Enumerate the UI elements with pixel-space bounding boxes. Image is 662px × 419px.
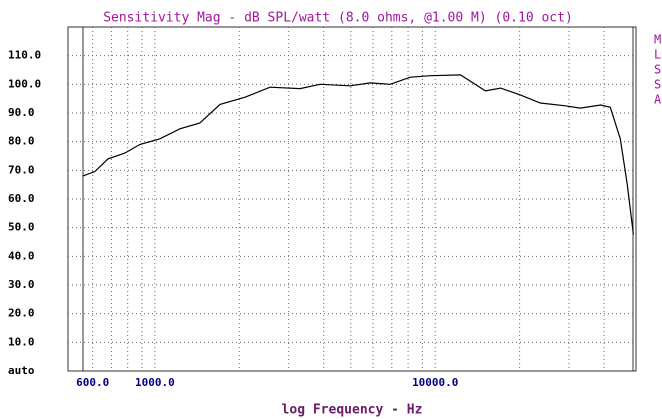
y-tick-label: 100.0 [8,77,41,90]
x-tick-label: 600.0 [76,376,109,389]
chart-title: Sensitivity Mag - dB SPL/watt (8.0 ohms,… [103,11,573,26]
y-tick-label: 60.0 [8,192,35,205]
y-tick-label: 30.0 [8,278,35,291]
y-tick-label: 40.0 [8,249,35,262]
legend-fragment: S [654,63,661,77]
x-axis-label: log Frequency - Hz [282,403,423,418]
y-tick-label: 50.0 [8,221,35,234]
y-tick-label: 70.0 [8,163,35,176]
legend-fragment: S [654,78,661,92]
y-tick-label: 110.0 [8,49,41,62]
legend-fragment: M [654,33,661,47]
x-tick-label: 1000.0 [135,376,175,389]
y-tick-label: 20.0 [8,307,35,320]
y-tick-label: 80.0 [8,135,35,148]
y-tick-label: 90.0 [8,106,35,119]
legend-fragment: A [654,93,662,107]
data-line [82,74,634,235]
y-tick-label: auto [8,364,35,377]
y-tick-label: 10.0 [8,335,35,348]
x-tick-label: 10000.0 [412,376,458,389]
legend-fragment: L [654,48,661,62]
